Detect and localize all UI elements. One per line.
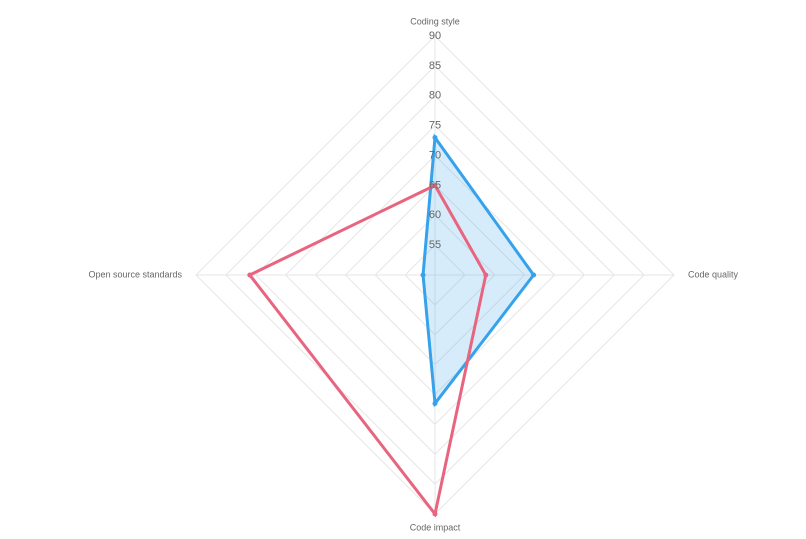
- r-tick-label: 80: [429, 90, 441, 102]
- point: [432, 511, 438, 517]
- r-tick-label: 65: [429, 179, 441, 191]
- r-tick-label: 85: [429, 60, 441, 72]
- r-tick-label: 75: [429, 120, 441, 132]
- category-label: Coding style: [410, 16, 460, 26]
- r-tick-label: 55: [429, 239, 441, 251]
- category-label: Open source standards: [88, 269, 182, 279]
- point: [420, 272, 426, 278]
- r-tick-label: 70: [429, 149, 441, 161]
- category-label: Code quality: [688, 269, 739, 279]
- category-label: Code impact: [410, 522, 461, 532]
- point: [483, 272, 489, 278]
- point: [432, 135, 438, 141]
- r-tick-label: 60: [429, 209, 441, 221]
- point: [432, 182, 438, 188]
- point: [531, 272, 537, 278]
- point: [247, 272, 253, 278]
- point: [432, 400, 438, 406]
- r-tick-label: 90: [429, 30, 441, 42]
